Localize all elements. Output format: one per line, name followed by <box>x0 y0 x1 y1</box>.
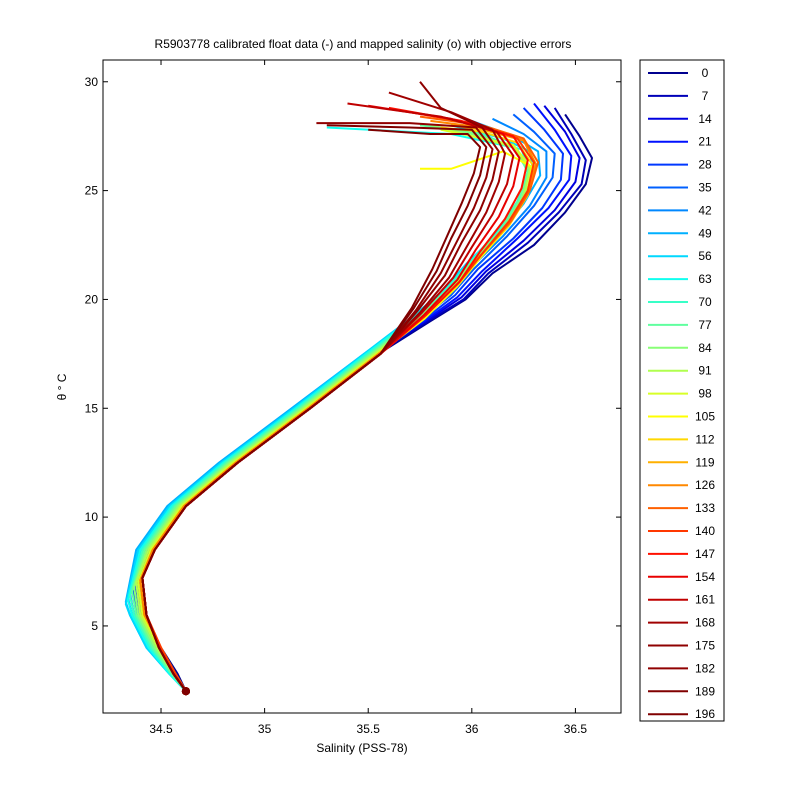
legend-label: 175 <box>695 639 715 653</box>
chart-title: R5903778 calibrated float data (-) and m… <box>155 37 572 51</box>
legend-label: 112 <box>695 432 714 446</box>
legend-item-56: 56 <box>648 249 712 263</box>
legend-label: 77 <box>698 318 712 332</box>
legend-item-91: 91 <box>648 364 712 378</box>
legend-item-0: 0 <box>648 66 709 80</box>
legend-label: 98 <box>698 387 712 401</box>
legend-label: 63 <box>698 272 712 286</box>
legend-item-112: 112 <box>648 432 715 446</box>
x-tick-label: 34.5 <box>149 722 173 736</box>
legend-label: 0 <box>702 66 709 80</box>
legend-item-189: 189 <box>648 684 715 698</box>
legend-item-21: 21 <box>648 135 712 149</box>
y-axis: 5 10 15 20 25 30 <box>85 75 621 633</box>
legend-item-63: 63 <box>648 272 712 286</box>
legend-label: 49 <box>698 226 712 240</box>
legend-label: 133 <box>695 501 715 515</box>
legend-label: 168 <box>695 616 715 630</box>
legend-label: 21 <box>698 135 712 149</box>
legend-label: 182 <box>695 661 715 675</box>
legend-item-105: 105 <box>648 410 715 424</box>
legend-item-77: 77 <box>648 318 712 332</box>
legend-label: 35 <box>698 181 712 195</box>
legend-item-140: 140 <box>648 524 715 538</box>
legend-item-84: 84 <box>648 341 712 355</box>
legend-box <box>639 59 725 722</box>
legend-item-147: 147 <box>648 547 715 561</box>
legend-item-98: 98 <box>648 387 712 401</box>
series-line-77 <box>131 124 529 692</box>
legend-item-70: 70 <box>648 295 712 309</box>
legend-label: 28 <box>698 158 712 172</box>
legend-item-35: 35 <box>648 181 712 195</box>
legend-item-196: 196 <box>648 707 715 721</box>
legend-item-168: 168 <box>648 616 715 630</box>
legend-item-161: 161 <box>648 593 715 607</box>
legend-item-126: 126 <box>648 478 715 492</box>
y-axis-label: θ ° C <box>55 373 69 400</box>
legend-item-28: 28 <box>648 158 712 172</box>
legend-item-182: 182 <box>648 661 715 675</box>
x-axis-label: Salinity (PSS-78) <box>316 741 407 755</box>
legend-item-154: 154 <box>648 570 715 584</box>
legend-label: 126 <box>695 478 715 492</box>
y-tick-label: 20 <box>85 292 99 306</box>
series-line-126 <box>139 119 537 692</box>
legend-label: 140 <box>695 524 715 538</box>
legend-item-42: 42 <box>648 203 712 217</box>
x-tick-label: 35.5 <box>357 722 381 736</box>
legend-label: 105 <box>695 410 715 424</box>
legend-label: 147 <box>695 547 715 561</box>
legend-item-119: 119 <box>648 455 715 469</box>
x-axis: 34.5 35 35.5 36 36.5 <box>149 60 587 736</box>
legend-label: 7 <box>702 89 709 103</box>
y-tick-label: 15 <box>85 401 99 415</box>
legend-label: 42 <box>698 203 712 217</box>
y-tick-label: 10 <box>85 510 99 524</box>
legend-item-49: 49 <box>648 226 712 240</box>
legend-label: 56 <box>698 249 712 263</box>
legend-label: 70 <box>698 295 712 309</box>
series-layer <box>124 81 593 696</box>
x-tick-label: 36.5 <box>564 722 588 736</box>
y-tick-label: 30 <box>85 75 99 89</box>
legend: 0 7 14 21 28 35 42 49 56 63 70 77 84 91 98 105 112 119 126… <box>648 66 715 721</box>
legend-item-14: 14 <box>648 112 712 126</box>
series-line-91 <box>135 126 531 692</box>
x-tick-label: 36 <box>465 722 479 736</box>
legend-label: 189 <box>695 684 715 698</box>
plot-area <box>102 59 622 714</box>
y-tick-label: 25 <box>85 184 99 198</box>
x-tick-label: 35 <box>258 722 272 736</box>
legend-label: 91 <box>698 364 712 378</box>
legend-label: 196 <box>695 707 715 721</box>
y-tick-label: 5 <box>91 619 98 633</box>
legend-label: 84 <box>698 341 712 355</box>
legend-item-7: 7 <box>648 89 709 103</box>
legend-item-175: 175 <box>648 639 715 653</box>
legend-item-133: 133 <box>648 501 715 515</box>
legend-label: 161 <box>695 593 715 607</box>
legend-label: 119 <box>695 455 714 469</box>
series-line-196 <box>141 128 482 692</box>
legend-label: 154 <box>695 570 715 584</box>
legend-label: 14 <box>698 112 712 126</box>
mapped-point-196 <box>181 687 190 696</box>
